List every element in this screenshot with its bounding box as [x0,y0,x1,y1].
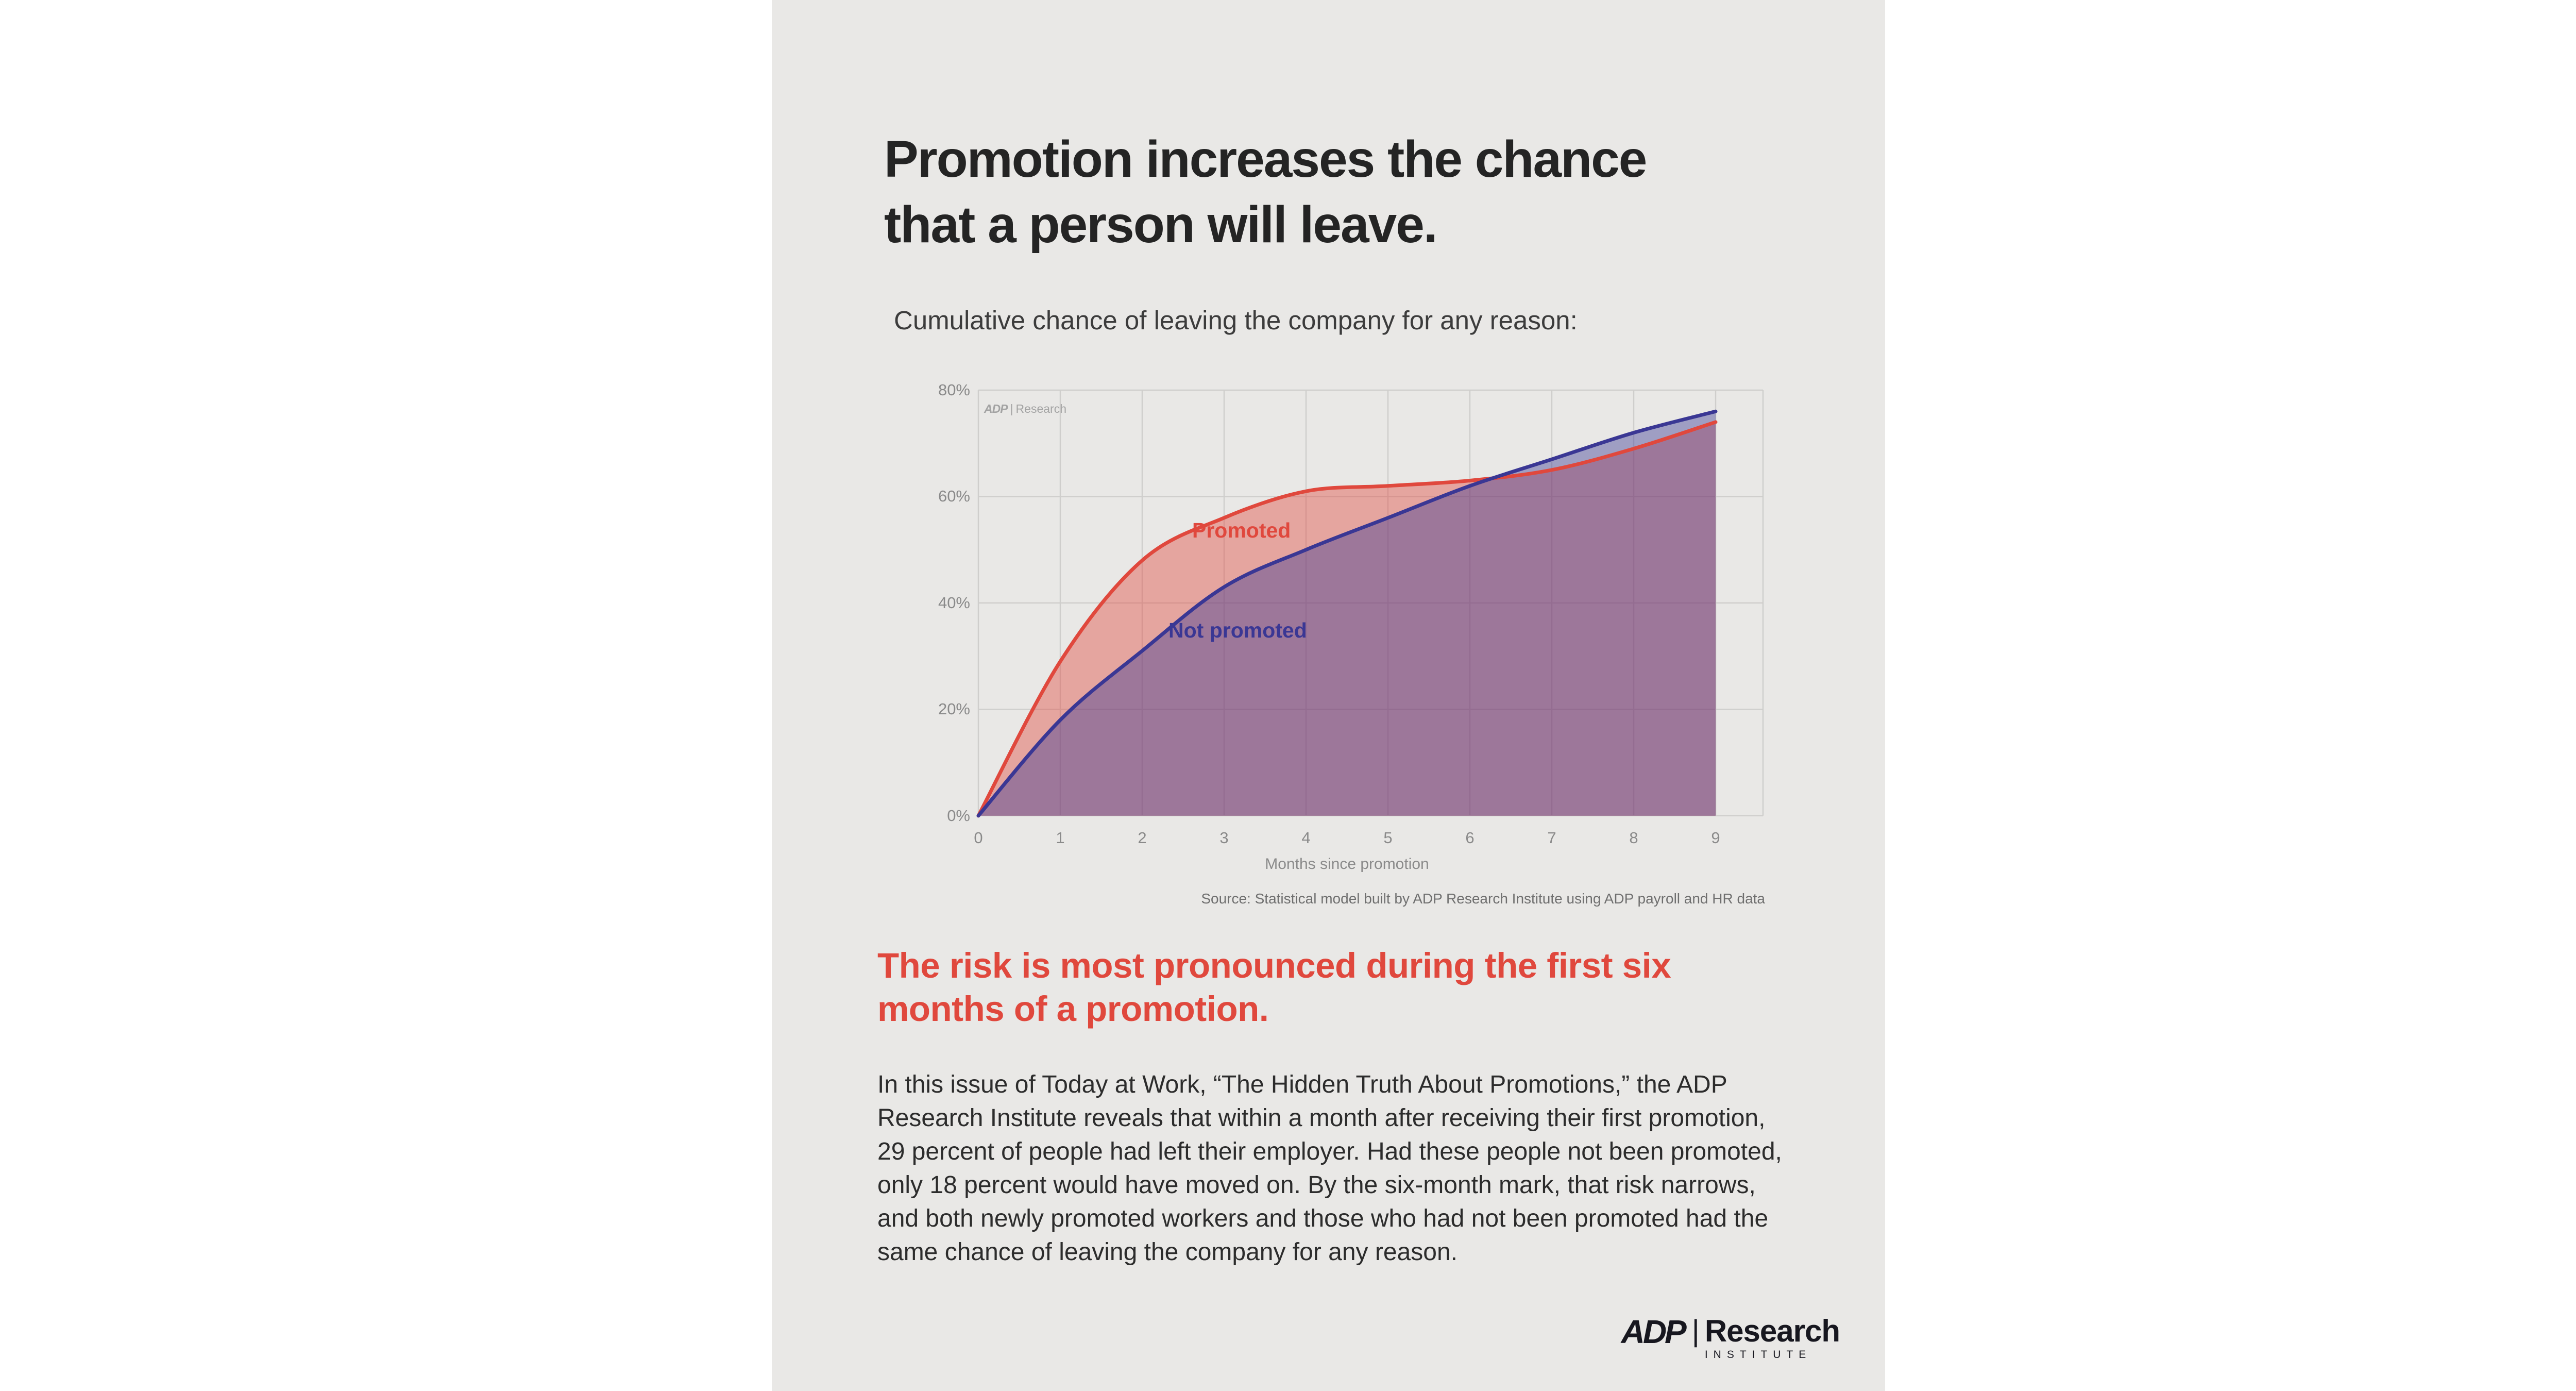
not-promoted-line [976,409,1718,818]
logo-wordmark: Research INSTITUTE [1705,1315,1840,1361]
y-axis-tick-40: 40% [938,594,970,612]
x-axis-tick-9: 9 [1711,829,1720,847]
x-axis-tick-2: 2 [1138,829,1147,847]
x-axis-tick-7: 7 [1547,829,1556,847]
watermark-divider: | [1010,402,1013,415]
y-axis-tick-20: 20% [938,700,970,718]
source-note: Source: Statistical model built by ADP R… [1201,891,1765,907]
page-title-line-2: that a person will leave. [884,196,1438,254]
adp-research-institute-logo: ADP | Research INSTITUTE [1621,1315,1840,1361]
chart-watermark: ADP | Research [984,402,1066,416]
x-axis-tick-8: 8 [1629,829,1638,847]
promoted-area [978,422,1716,816]
x-axis-tick-1: 1 [1056,829,1065,847]
chart-plot [976,389,1764,818]
infographic-panel: Promotion increases the chance that a pe… [772,0,1885,1391]
callout-heading: The risk is most pronounced during the f… [877,944,1671,1031]
x-axis-title: Months since promotion [1265,856,1429,873]
x-axis-tick-4: 4 [1301,829,1311,847]
series-label-not-promoted: Not promoted [1168,618,1307,642]
promoted-line [976,420,1718,818]
x-axis-tick-5: 5 [1383,829,1393,847]
x-axis-tick-6: 6 [1465,829,1475,847]
adp-logo: ADP [1621,1313,1687,1350]
series-label-promoted: Promoted [1192,518,1291,542]
page-title-line-1: Promotion increases the chance [884,130,1647,188]
y-axis-tick-60: 60% [938,487,970,505]
body-paragraph: In this issue of Today at Work, “The Hid… [877,1071,1782,1266]
logo-divider: | [1691,1314,1700,1348]
callout-heading-line-2: months of a promotion. [877,989,1269,1029]
callout-heading-line-1: The risk is most pronounced during the f… [877,946,1671,985]
logo-research-text: Research [1704,1314,1840,1348]
not-promoted-area [978,411,1716,816]
adp-logo-small: ADP [984,402,1008,415]
page-title: Promotion increases the chance that a pe… [884,127,1647,258]
y-axis-tick-0: 0% [947,807,970,825]
logo-institute-text: INSTITUTE [1704,1349,1812,1361]
watermark-text: Research [1015,402,1066,415]
x-axis-tick-0: 0 [974,829,983,847]
x-axis-tick-3: 3 [1219,829,1229,847]
y-axis-tick-80: 80% [938,381,970,399]
chart-subtitle: Cumulative chance of leaving the company… [894,306,1578,335]
